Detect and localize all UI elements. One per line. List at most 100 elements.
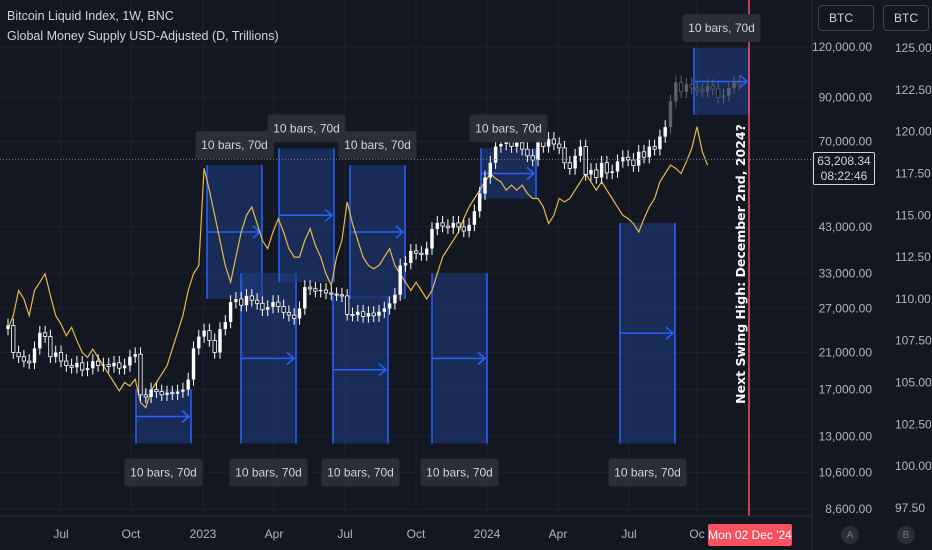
projection-arrow-head — [665, 326, 675, 340]
candle-body — [499, 143, 503, 147]
money-supply-overlay — [7, 126, 709, 409]
candle-body — [58, 352, 64, 362]
overlay-tick-label: 107.50 — [895, 334, 932, 348]
price-tick-label: 120,000.00 — [812, 40, 872, 54]
box-label-text: 10 bars, 70d — [327, 465, 394, 479]
candle-body — [223, 321, 227, 330]
candle-body — [85, 368, 90, 371]
time-tick-label: Oct — [407, 527, 426, 541]
time-tick-label: Oc — [689, 527, 704, 541]
candle-body — [276, 301, 281, 307]
candle-body — [112, 362, 116, 367]
box-label-bubble — [608, 458, 687, 487]
time-tick-label: Jul — [53, 527, 68, 541]
price-tick-label: 17,000.00 — [819, 383, 873, 397]
candle-body — [292, 314, 297, 319]
candle-body — [186, 379, 190, 390]
box-label-text: 10 bars, 70d — [344, 138, 411, 152]
candle-body — [721, 95, 726, 98]
box-label-bubble — [321, 458, 400, 487]
box-label-text: 10 bars, 70d — [688, 21, 755, 35]
overlay-tick-label: 105.00 — [895, 376, 932, 390]
candle-body — [228, 302, 233, 322]
candle-body — [679, 82, 684, 93]
candlestick-series — [6, 75, 742, 404]
candle-body — [382, 308, 386, 312]
candle-body — [122, 365, 127, 369]
candle-body — [307, 286, 313, 290]
candle-body — [356, 311, 360, 316]
candle-body — [425, 248, 429, 255]
projection-arrow-head — [477, 351, 487, 365]
box-label-text: 10 bars, 70d — [273, 121, 340, 135]
time-tick-label: 2023 — [190, 527, 217, 541]
price-axis: 120,000.00 90,000.00 70,000.00 43,000.00 33,… — [811, 0, 873, 550]
candle-body — [478, 193, 482, 212]
candle-body — [536, 141, 540, 160]
candle-body — [461, 226, 466, 232]
price-tick-label: 13,000.00 — [819, 430, 873, 444]
price-scale-button[interactable]: BTC — [818, 5, 874, 31]
candle-body — [371, 312, 376, 317]
crosshair-date-label: Mon 02 Dec '24 — [708, 524, 792, 546]
projection-arrow-head — [378, 363, 388, 377]
candle-body — [689, 83, 694, 89]
auto-scale-button[interactable]: A — [841, 526, 859, 544]
candle-body — [732, 82, 736, 88]
candle-body — [32, 348, 37, 363]
box-label-bubble — [267, 114, 346, 143]
candle-body — [674, 82, 678, 102]
candle-body — [546, 138, 551, 147]
candle-body — [727, 87, 731, 96]
candle-body — [387, 303, 392, 309]
candle-body — [16, 352, 21, 358]
candle-body — [133, 354, 137, 357]
candle-body — [663, 127, 667, 137]
overlay-tick-label: 115.00 — [895, 208, 931, 222]
candle-body — [165, 392, 169, 395]
overlay-tick-label: 122.50 — [895, 83, 932, 97]
candle-body — [69, 365, 74, 368]
candle-body — [652, 146, 657, 150]
candle-body — [212, 340, 217, 353]
overlay-tick-label: 102.50 — [895, 417, 932, 431]
price-tick-label: 70,000.00 — [819, 134, 873, 148]
candle-body — [54, 352, 58, 357]
price-tick-label: 90,000.00 — [819, 90, 873, 104]
price-tick-label: 10,600.00 — [819, 465, 873, 479]
time-tick-label: Apr — [265, 527, 284, 541]
candle-body — [202, 330, 206, 337]
candle-body — [557, 143, 562, 149]
price-tick-label: 27,000.00 — [819, 301, 873, 315]
candle-body — [445, 225, 451, 229]
candle-body — [413, 250, 419, 254]
candle-body — [303, 287, 307, 309]
time-tick-label: Jul — [621, 527, 636, 541]
candle-body — [91, 361, 95, 369]
projection-arrow-head — [286, 351, 296, 365]
box-label-text: 10 bars, 70d — [475, 121, 542, 135]
candle-body — [143, 394, 148, 398]
box-label-bubble — [195, 131, 274, 160]
projection-boxes — [135, 48, 750, 444]
time-axis: Jul Oct 2023 Apr Jul Oct 2024 Apr Jul Oc — [0, 515, 812, 541]
candle-body — [101, 364, 106, 366]
candle-body — [615, 161, 620, 172]
candle-body — [360, 311, 366, 317]
candle-body — [181, 389, 185, 392]
candle-body — [621, 157, 625, 162]
candle-body — [525, 148, 530, 157]
overlay-line — [7, 126, 709, 409]
candle-body — [175, 391, 180, 394]
candle-body — [594, 169, 599, 178]
box-label-text: 10 bars, 70d — [235, 465, 302, 479]
candle-body — [604, 162, 610, 174]
candle-body — [483, 177, 487, 194]
candle-body — [6, 325, 10, 330]
projection-arrow-head — [739, 74, 749, 89]
price-tick-label: 43,000.00 — [819, 220, 873, 234]
scale-b-button[interactable]: B — [897, 526, 915, 544]
overlay-scale-button[interactable]: BTC — [883, 5, 929, 31]
candle-body — [583, 146, 588, 175]
